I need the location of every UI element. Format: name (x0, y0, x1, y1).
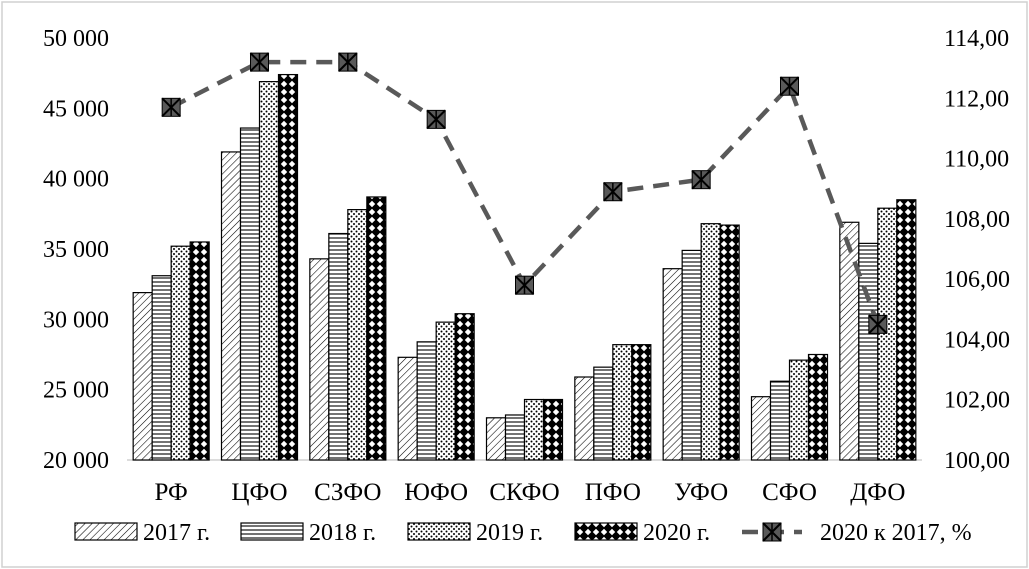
y-right-tick-label: 108,00 (944, 207, 1010, 233)
category-label: ПФО (585, 479, 641, 506)
bar-1 (574, 376, 595, 461)
bar-1 (839, 221, 860, 461)
y-right-tick-label: 102,00 (944, 388, 1010, 414)
y-right-tick-label: 110,00 (944, 147, 1009, 173)
line-point-marker (249, 52, 270, 72)
bar-1 (132, 292, 153, 461)
right-axis: 100,00 102,00 104,00 106,00 108,00 110,00 112,… (944, 26, 1010, 474)
bar-4 (719, 224, 740, 461)
bar-3 (435, 321, 456, 461)
y-left-tick-label: 40 000 (43, 167, 109, 193)
y-right-tick-label: 112,00 (944, 86, 1009, 112)
y-right-tick-label: 114,00 (944, 26, 1009, 52)
line-point-marker (603, 182, 623, 202)
bar-4 (454, 313, 475, 461)
bar-3 (523, 398, 545, 461)
legend-item: 2018 г. (240, 520, 376, 546)
bar-3 (347, 209, 368, 461)
legend-item: 2020 к 2017, % (742, 520, 972, 546)
category-label: ЦФО (231, 479, 287, 506)
legend-swatch (240, 522, 304, 541)
y-left-tick-label: 45 000 (43, 96, 109, 122)
line-point-marker (514, 275, 535, 295)
category-label: РФ (155, 479, 188, 506)
line-point-marker (426, 109, 446, 130)
line-point-marker (338, 52, 358, 72)
bar-4 (277, 73, 299, 461)
y-left-tick-label: 20 000 (43, 448, 109, 474)
bar-4 (896, 199, 917, 461)
legend-label: 2020 к 2017, % (820, 520, 972, 546)
category-label: ЮФО (404, 479, 468, 506)
legend-label: 2019 г. (476, 520, 543, 546)
bar-4 (631, 344, 652, 461)
legend-label: 2017 г. (143, 520, 210, 546)
bar-1 (220, 151, 242, 461)
bar-2 (593, 366, 614, 461)
bar-2 (769, 380, 791, 461)
bars-group (132, 73, 917, 461)
line-point-marker (161, 97, 181, 118)
legend-item: 2019 г. (407, 520, 543, 546)
legend-label: 2018 г. (309, 520, 376, 546)
bar-4 (807, 353, 829, 461)
bar-1 (750, 396, 772, 461)
y-right-tick-label: 104,00 (944, 327, 1010, 353)
legend-swatch (574, 522, 638, 541)
category-labels: РФ ЦФО СЗФО ЮФО СКФО ПФО УФО СФО ДФО (155, 479, 906, 506)
line-series-group (161, 52, 888, 335)
category-label: СЗФО (314, 479, 381, 506)
bar-2 (416, 341, 437, 461)
left-axis: 20 000 25 000 30 000 35 000 40 000 45 000 50 0… (43, 26, 109, 474)
category-label: СКФО (489, 479, 559, 506)
legend: 2017 г. 2018 г. 2019 г. 2020 г. 2020 к 2017,… (74, 520, 972, 546)
bar-3 (258, 81, 280, 461)
bar-3 (612, 344, 633, 461)
bar-3 (700, 223, 721, 461)
y-left-tick-label: 30 000 (43, 307, 109, 333)
bar-2 (151, 275, 172, 461)
bar-4 (189, 241, 210, 461)
y-left-tick-label: 25 000 (43, 378, 109, 404)
bar-4 (366, 196, 387, 461)
legend-item: 2020 г. (574, 520, 710, 546)
line-point-marker (762, 522, 782, 542)
bar-2 (328, 232, 349, 461)
legend-swatch (74, 522, 138, 541)
bar-3 (170, 245, 191, 461)
line-point-marker (868, 314, 888, 335)
category-label: УФО (674, 479, 728, 506)
bar-1 (485, 417, 507, 461)
bar-3 (877, 207, 898, 461)
bar-2 (504, 414, 526, 461)
bar-4 (542, 398, 564, 461)
category-label: ДФО (850, 479, 905, 506)
bar-1 (662, 268, 683, 461)
y-left-tick-label: 35 000 (43, 237, 109, 263)
y-left-tick-label: 50 000 (43, 26, 109, 52)
y-right-tick-label: 100,00 (944, 448, 1010, 474)
legend-swatch (407, 522, 471, 541)
line-point-marker (691, 169, 711, 190)
legend-item: 2017 г. (74, 520, 210, 546)
bar-1 (309, 258, 330, 461)
bar-2 (239, 127, 261, 461)
legend-label: 2020 г. (643, 520, 710, 546)
bar-3 (788, 359, 810, 461)
bar-2 (681, 249, 702, 461)
category-label: СФО (762, 479, 817, 506)
bar-1 (397, 356, 418, 461)
line-point-marker (779, 76, 800, 96)
y-right-tick-label: 106,00 (944, 267, 1010, 293)
